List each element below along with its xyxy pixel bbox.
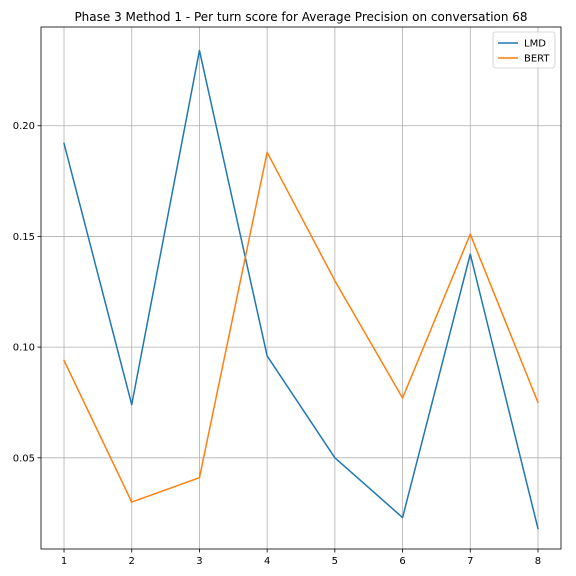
x-tick-label: 1 <box>61 556 67 567</box>
x-tick-label: 6 <box>399 556 405 567</box>
chart-title: Phase 3 Method 1 - Per turn score for Av… <box>74 10 527 24</box>
y-tick-label: 0.05 <box>13 453 35 464</box>
x-tick-label: 2 <box>129 556 135 567</box>
series-line-bert <box>63 151 539 503</box>
legend-label-lmd: LMD <box>524 39 546 50</box>
x-tick-label: 4 <box>264 556 270 567</box>
series-line-lmd <box>63 49 539 530</box>
y-tick-label: 0.15 <box>13 232 35 243</box>
y-tick-label: 0.20 <box>13 121 35 132</box>
legend: LMD BERT <box>492 31 556 69</box>
y-tick-label: 0.10 <box>13 343 35 354</box>
x-tick-label: 5 <box>332 556 338 567</box>
legend-box <box>492 31 556 69</box>
x-tick-label: 8 <box>535 556 541 567</box>
plot-frame <box>40 26 562 550</box>
grid-layer <box>41 27 561 549</box>
x-tick-label: 7 <box>467 556 473 567</box>
x-tick-label: 3 <box>196 556 202 567</box>
tick-layer: 1 2 3 4 5 6 7 8 0.05 0.10 0.15 0.20 <box>13 121 541 567</box>
series-layer <box>63 49 539 530</box>
legend-label-bert: BERT <box>524 54 550 65</box>
